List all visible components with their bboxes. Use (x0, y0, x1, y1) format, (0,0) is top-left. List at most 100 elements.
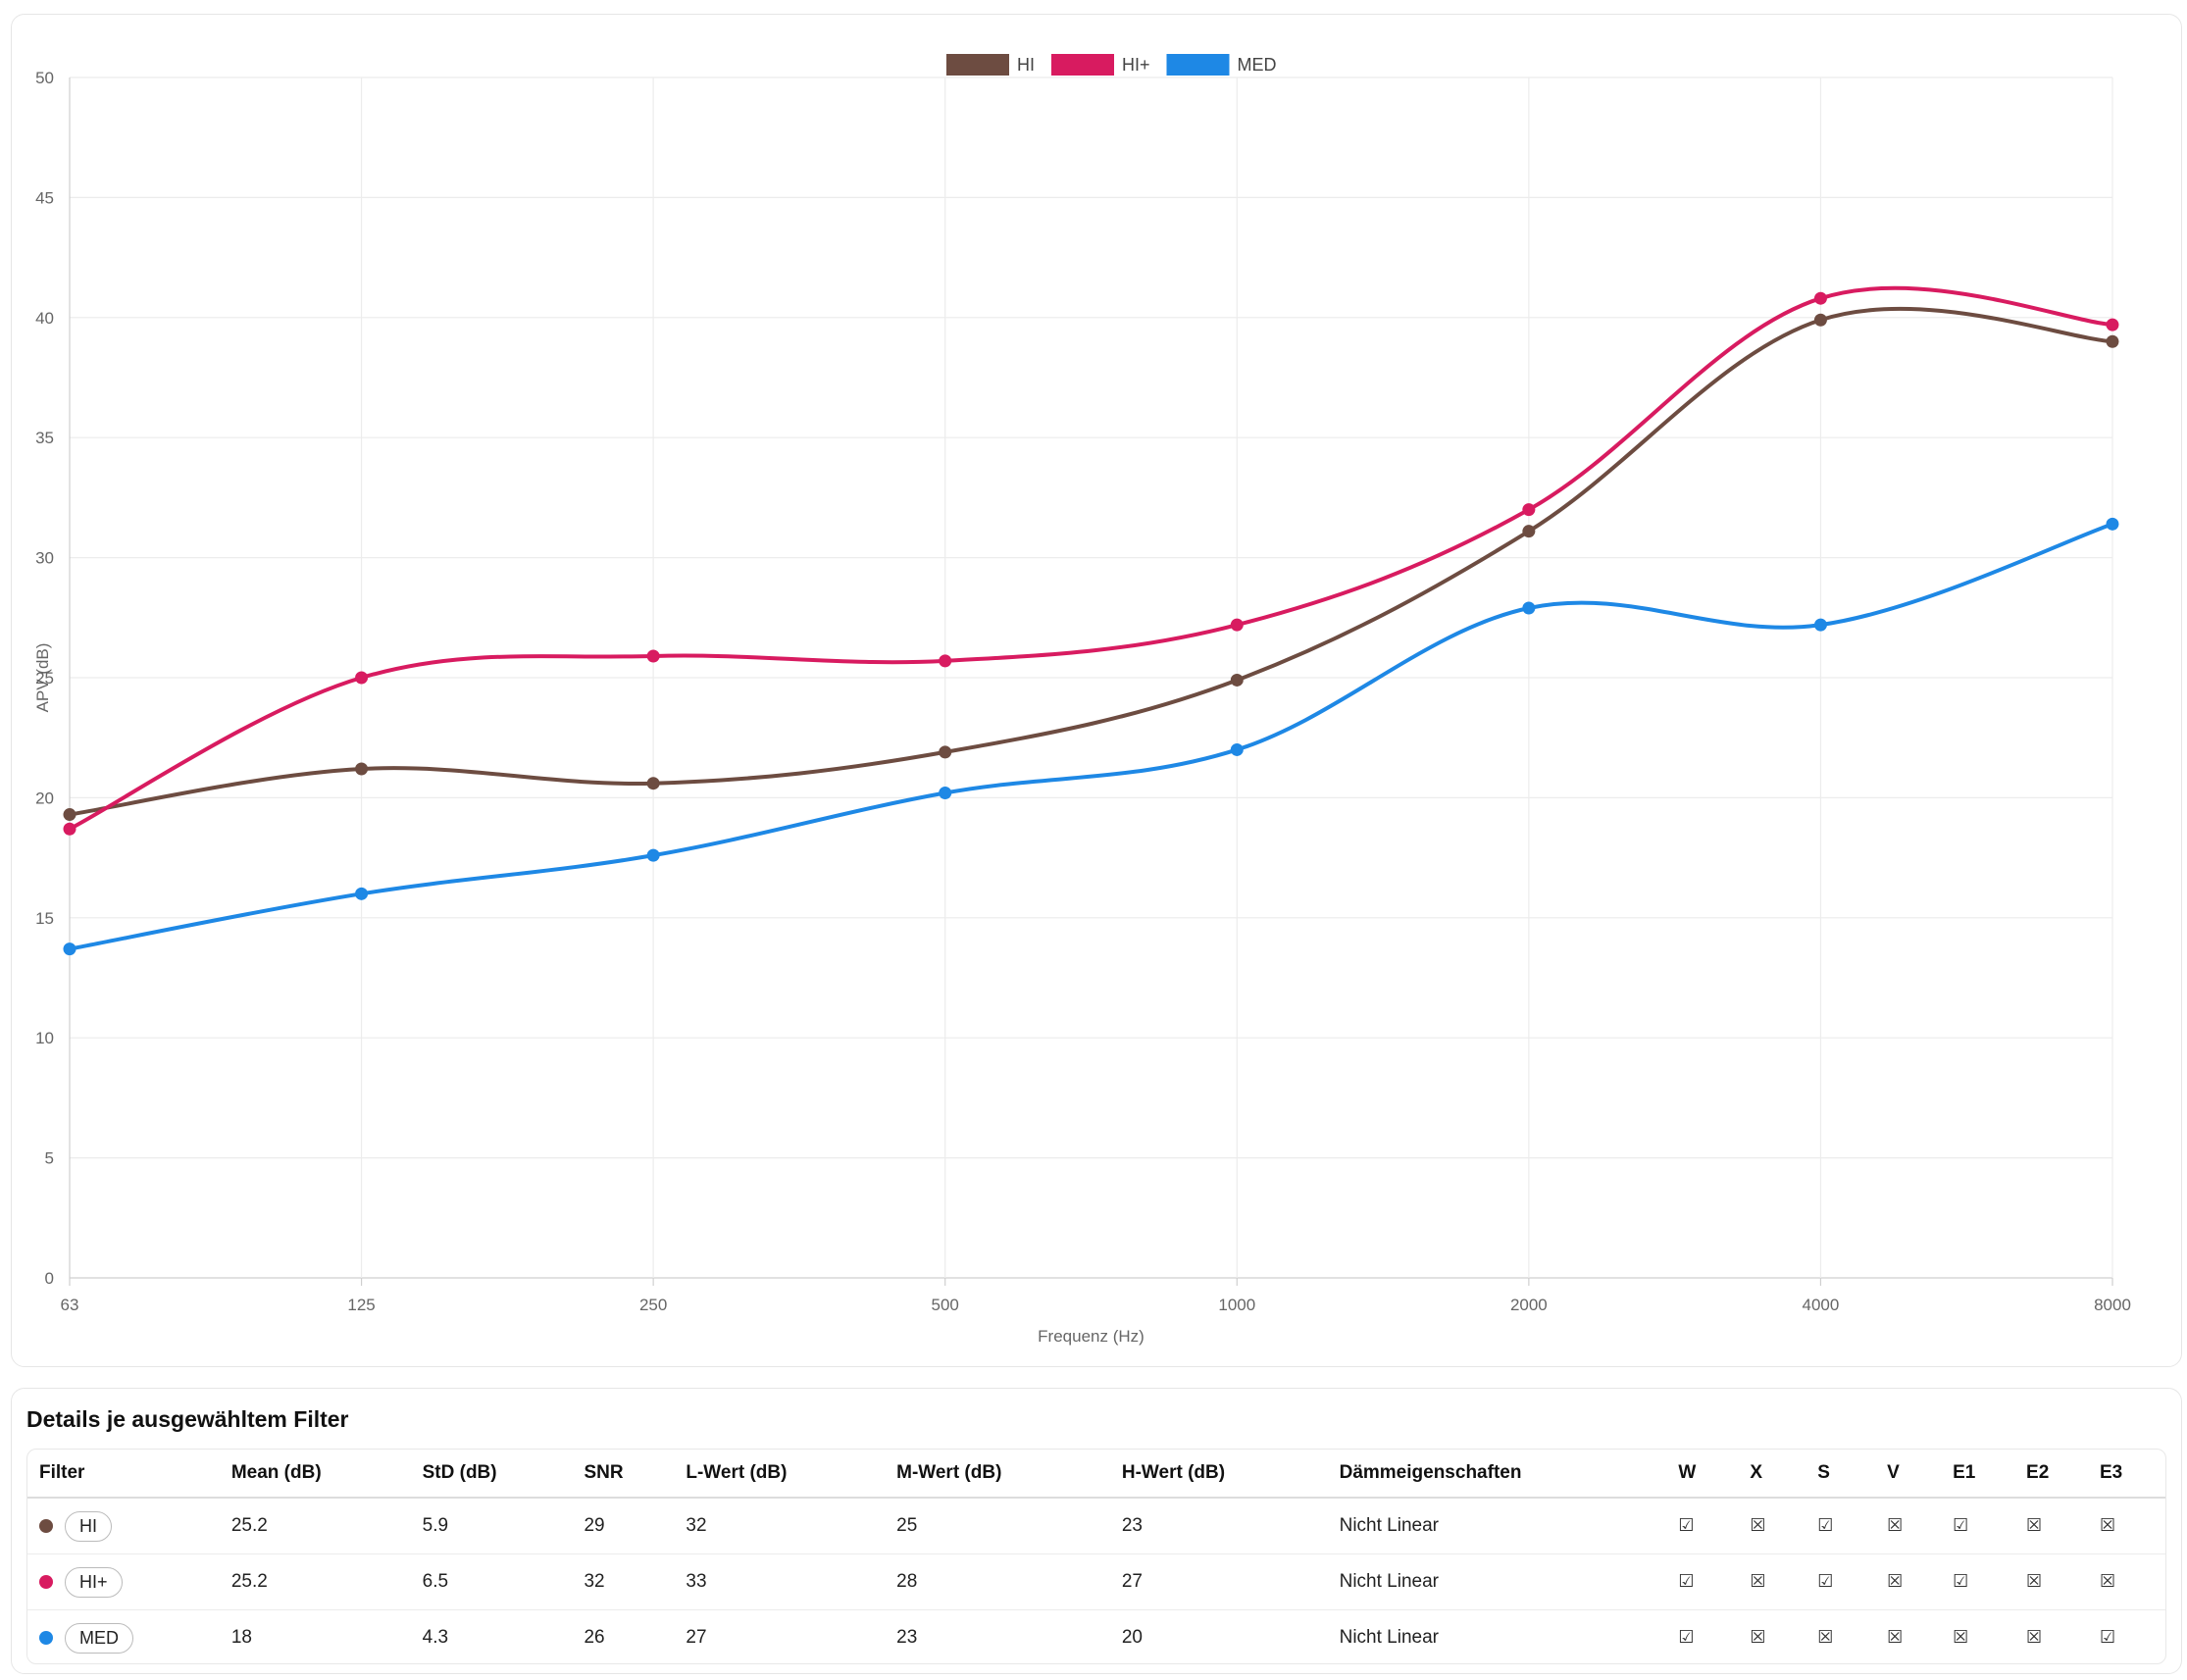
x-axis-label: Frequenz (Hz) (1038, 1327, 1144, 1346)
e3-mark-cell: ☒ (2087, 1553, 2165, 1610)
series-color-dot (39, 1631, 53, 1645)
y-axis-label: APV (dB) (33, 643, 52, 713)
data-point (646, 777, 660, 790)
header-x: X (1738, 1450, 1806, 1499)
checked-box-icon: ☑ (1678, 1515, 1695, 1536)
checked-box-icon: ☑ (1678, 1627, 1695, 1648)
x-mark-cell: ☒ (1738, 1553, 1806, 1610)
e2-mark-cell: ☒ (2014, 1553, 2088, 1610)
series-line-med (68, 522, 2114, 951)
data-point (2106, 517, 2119, 531)
data-point (2106, 334, 2119, 348)
m-wert-cell: 25 (885, 1498, 1110, 1554)
header-filter: Filter (27, 1450, 220, 1499)
l-wert-cell: 27 (686, 1627, 707, 1648)
data-point (2106, 318, 2119, 331)
series-line-hi (68, 306, 2114, 817)
crossed-box-icon: ☒ (1750, 1627, 1766, 1648)
series-color-dot (39, 1519, 53, 1533)
daemmeigenschaften-cell: Nicht Linear (1339, 1627, 1439, 1648)
crossed-box-icon: ☒ (1887, 1627, 1904, 1648)
table-row: HI+ 25.2 6.5 32 33 28 27 Nicht Linear ☑ ☒ ☑ ☒ ☑ ☒ ☒ (27, 1553, 2165, 1610)
e1-mark-cell: ☑ (1941, 1553, 2015, 1610)
filter-chip[interactable]: MED (65, 1622, 133, 1654)
crossed-box-icon: ☒ (2026, 1515, 2043, 1536)
h-wert-cell: 27 (1109, 1553, 1328, 1610)
x-tick-label: 500 (932, 1296, 959, 1314)
x-tick-label: 125 (347, 1296, 375, 1314)
details-table-wrapper: Filter Mean (dB) StD (dB) SNR L-Wert (dB… (26, 1449, 2166, 1664)
header-snr: SNR (572, 1450, 675, 1499)
filter-chip[interactable]: HI+ (65, 1566, 123, 1598)
data-point (1522, 503, 1536, 517)
legend-label: HI (1017, 55, 1035, 75)
data-point (63, 808, 76, 822)
x-tick-label: 8000 (2094, 1296, 2131, 1314)
data-point (1230, 618, 1244, 632)
header-w: W (1666, 1450, 1739, 1499)
y-tick-label: 45 (35, 188, 54, 207)
header-mean: Mean (dB) (219, 1450, 411, 1499)
x-tick-label: 1000 (1218, 1296, 1255, 1314)
header-v: V (1875, 1450, 1942, 1499)
table-row: MED 18 4.3 26 27 23 20 Nicht Linear ☑ ☒ ☒ ☒ ☒ ☒ ☑ (27, 1610, 2165, 1664)
y-tick-label: 50 (35, 69, 54, 87)
w-mark-cell: ☑ (1666, 1498, 1739, 1554)
table-row: HI 25.2 5.9 29 32 25 23 Nicht Linear ☑ ☒ ☑ ☒ ☑ ☒ ☒ (27, 1498, 2165, 1554)
y-tick-label: 30 (35, 549, 54, 568)
header-daemmeigenschaften: Dämmeigenschaften (1327, 1450, 1667, 1499)
y-tick-label: 5 (45, 1149, 54, 1168)
series-color-dot (39, 1575, 53, 1589)
data-point (355, 887, 369, 900)
x-mark-cell: ☒ (1738, 1498, 1806, 1554)
filter-chip[interactable]: HI (65, 1510, 112, 1542)
snr-cell: 32 (572, 1553, 675, 1610)
chart-card: 0 5 10 15 20 25 30 35 40 45 50 63 125 250 500 1000 2000 4… (11, 14, 2182, 1367)
daemmeigenschaften-cell: Nicht Linear (1327, 1498, 1667, 1554)
v-mark-cell: ☒ (1875, 1553, 1942, 1610)
header-m-wert: M-Wert (dB) (885, 1450, 1110, 1499)
e1-mark-cell: ☑ (1941, 1498, 2015, 1554)
details-title: Details je ausgewähltem Filter (26, 1406, 349, 1432)
checked-box-icon: ☑ (2099, 1627, 2116, 1648)
details-card: Details je ausgewähltem Filter Filter Me… (11, 1388, 2182, 1674)
std-cell: 6.5 (410, 1553, 573, 1610)
data-point (63, 822, 76, 836)
s-mark-cell: ☒ (1806, 1610, 1875, 1664)
header-h-wert: H-Wert (dB) (1109, 1450, 1328, 1499)
legend-swatch (1166, 54, 1230, 76)
y-tick-label: 25 (35, 669, 54, 687)
filter-cell: HI+ (27, 1553, 220, 1610)
header-std: StD (dB) (410, 1450, 573, 1499)
details-table: Filter Mean (dB) StD (dB) SNR L-Wert (dB… (27, 1450, 2165, 1664)
mean-cell: 18 (230, 1627, 252, 1648)
legend-label: MED (1238, 55, 1277, 75)
data-point (1230, 673, 1244, 687)
y-tick-label: 40 (35, 309, 54, 328)
e2-mark-cell: ☒ (2014, 1498, 2088, 1554)
data-point (646, 848, 660, 862)
y-tick-label: 35 (35, 429, 54, 447)
header-l-wert: L-Wert (dB) (674, 1450, 886, 1499)
legend-swatch (946, 54, 1009, 76)
v-mark-cell: ☒ (1875, 1610, 1941, 1664)
l-wert-cell: 33 (674, 1553, 886, 1610)
crossed-box-icon: ☒ (2099, 1571, 2116, 1592)
h-wert-cell: 20 (1121, 1627, 1143, 1648)
crossed-box-icon: ☒ (1887, 1515, 1904, 1536)
y-tick-label: 20 (35, 789, 54, 807)
legend-label: HI+ (1122, 55, 1150, 75)
data-point (1230, 742, 1244, 756)
data-point (355, 762, 369, 776)
checked-box-icon: ☑ (1817, 1571, 1834, 1592)
legend-swatch (1051, 54, 1114, 76)
checked-box-icon: ☑ (1678, 1571, 1695, 1592)
data-point (939, 745, 952, 759)
s-mark-cell: ☑ (1806, 1553, 1876, 1610)
m-wert-cell: 28 (885, 1553, 1110, 1610)
m-wert-cell: 23 (896, 1627, 918, 1648)
data-point (1522, 525, 1536, 538)
filter-cell: MED (27, 1610, 220, 1664)
mean-cell: 25.2 (219, 1553, 411, 1610)
table-header-row: Filter Mean (dB) StD (dB) SNR L-Wert (dB… (27, 1450, 2165, 1499)
